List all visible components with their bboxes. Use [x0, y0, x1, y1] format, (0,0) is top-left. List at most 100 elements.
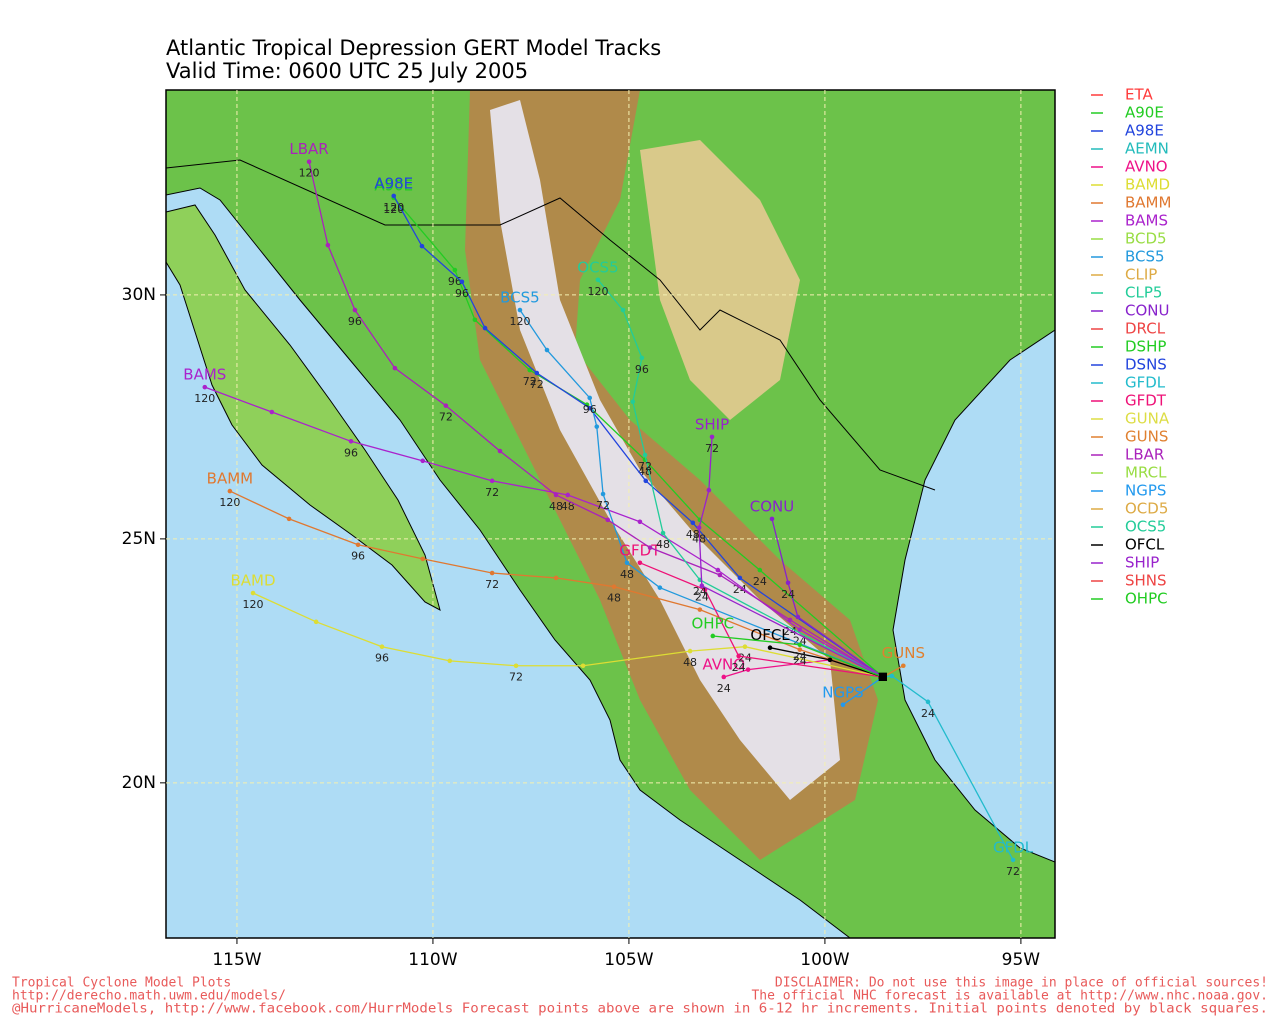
forecast-point [391, 193, 397, 199]
hour-label: 72 [485, 486, 499, 499]
forecast-point [355, 542, 361, 548]
legend-label: BAMS [1125, 212, 1168, 230]
forecast-point [736, 653, 741, 659]
forecast-point [647, 545, 653, 550]
legend-label: ETA [1125, 86, 1153, 104]
y-tick-label: 25N [122, 529, 156, 549]
hour-label: 24 [732, 661, 746, 674]
forecast-point [325, 242, 331, 248]
track-name: GUNS [882, 644, 925, 662]
forecast-point [797, 642, 803, 648]
track-name: SHIP [695, 415, 729, 433]
forecast-point [637, 560, 643, 566]
forecast-point [587, 395, 593, 401]
hour-label: 72 [1006, 865, 1020, 878]
track-name: A90E [374, 176, 413, 194]
forecast-point [580, 663, 586, 669]
hour-label: 96 [635, 363, 649, 376]
legend-label: CONU [1125, 302, 1169, 320]
hour-label: 24 [753, 575, 767, 588]
legend-label: BAMM [1125, 194, 1171, 212]
hour-label: 120 [587, 285, 608, 298]
baja [166, 204, 441, 611]
hour-label: 72 [439, 411, 453, 424]
legend-label: GFDT [1125, 392, 1167, 410]
forecast-point [709, 434, 715, 440]
legend-label: AVNO [1125, 158, 1168, 176]
hour-label: 24 [695, 591, 709, 604]
track-line [597, 279, 884, 678]
hour-label: 24 [793, 650, 807, 663]
track-line [229, 490, 884, 678]
forecast-point [706, 487, 712, 493]
forecast-point [699, 583, 705, 589]
track-name: LBAR [289, 140, 328, 158]
hour-label: 120 [219, 496, 240, 509]
initial-point [878, 672, 887, 681]
hour-label: 72 [596, 499, 610, 512]
plateau [640, 140, 800, 420]
forecast-point [901, 663, 906, 669]
hour-label: 120 [243, 598, 264, 611]
forecast-point [840, 702, 846, 708]
forecast-point [660, 530, 666, 536]
forecast-point [594, 424, 600, 429]
legend-label: MRCL [1125, 464, 1167, 482]
y-tick-label: 30N [122, 285, 156, 305]
legend-label: GUNA [1125, 410, 1170, 428]
forecast-point [587, 405, 593, 411]
x-tick-label: 110W [408, 950, 457, 970]
hour-label: 72 [523, 375, 537, 388]
forecast-point [227, 488, 233, 494]
hour-label: 24 [921, 707, 935, 720]
track-name: NGPS [822, 683, 863, 701]
hour-label: 96 [455, 287, 469, 300]
track-line [519, 309, 884, 678]
legend-label: OCS5 [1125, 518, 1166, 536]
forecast-point [889, 673, 895, 679]
legend-label: A98E [1125, 122, 1164, 140]
forecast-point [715, 567, 721, 573]
track-name: BCS5 [500, 289, 540, 307]
forecast-point [710, 633, 716, 639]
forecast-point [352, 307, 358, 313]
hour-label: 72 [485, 578, 499, 591]
forecast-point [595, 277, 601, 283]
forecast-point [769, 516, 775, 522]
legend-label: DSNS [1125, 356, 1167, 374]
forecast-point [639, 355, 645, 361]
forecast-point [643, 478, 649, 484]
forecast-point [737, 575, 743, 581]
forecast-point [611, 584, 617, 589]
forecast-point [787, 617, 793, 623]
forecast-point [690, 520, 696, 526]
legend-label: CLP5 [1125, 284, 1162, 302]
legend-label: LBAR [1125, 446, 1164, 464]
hour-label: 24 [693, 585, 707, 598]
hour-label: 96 [351, 550, 365, 563]
y-tick-label: 20N [122, 773, 156, 793]
title: Atlantic Tropical Depression GERT Model … [166, 36, 661, 60]
footer-bottom: @HurricaneModels, http://www.facebook.co… [12, 1002, 1268, 1017]
track-name: GFDL [993, 838, 1034, 856]
forecast-point [767, 645, 773, 650]
legend-label: A90E [1125, 104, 1164, 122]
hour-label: 48 [607, 592, 621, 605]
forecast-point [348, 439, 354, 444]
hour-label: 48 [620, 568, 634, 581]
forecast-point [565, 492, 571, 498]
forecast-point [443, 403, 449, 408]
legend-label: SHIP [1125, 554, 1159, 572]
track-line [842, 676, 884, 706]
forecast-point [452, 267, 458, 273]
forecast-point [553, 575, 559, 581]
x-tick-label: 105W [604, 950, 653, 970]
footer-right-1: DISCLAIMER: Do not use this image in pla… [775, 976, 1268, 991]
forecast-point [392, 365, 398, 371]
forecast-point [600, 491, 606, 497]
forecast-point [497, 448, 503, 454]
track-name: BAMM [207, 470, 253, 488]
hour-label: 48 [692, 533, 706, 546]
hour-label: 24 [781, 588, 795, 601]
